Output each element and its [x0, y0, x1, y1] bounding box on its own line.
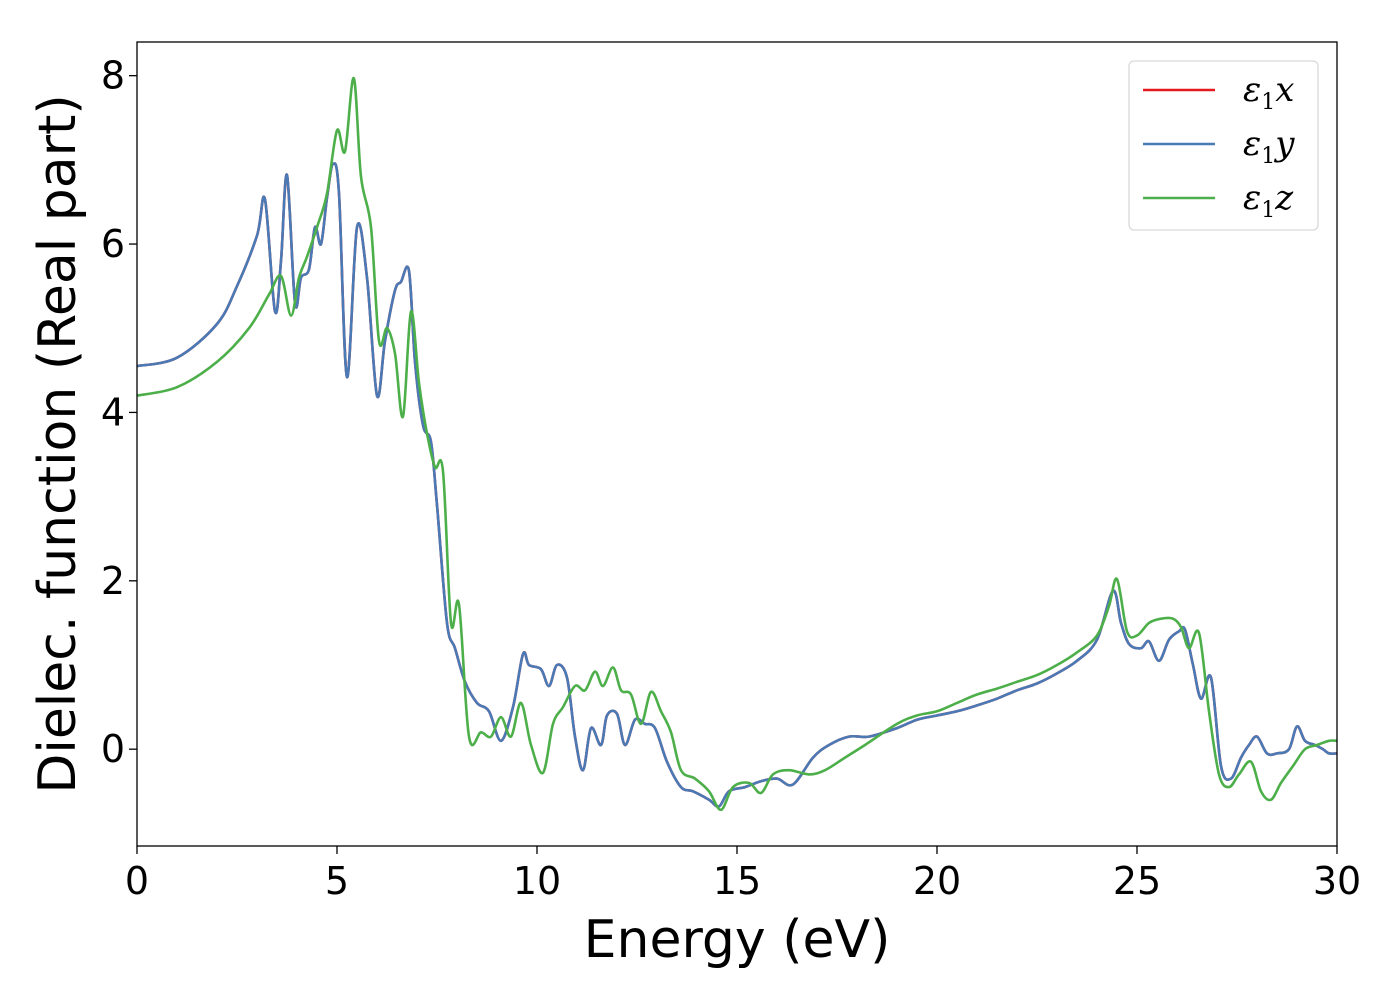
y-tick-label: 2 [101, 559, 125, 603]
legend: ε1x ε1y ε1z [1128, 60, 1319, 231]
x-axis-title: Energy (eV) [584, 910, 891, 970]
x-tick-label: 20 [913, 859, 961, 903]
x-tick-label: 15 [713, 859, 761, 903]
y-tick-label: 4 [101, 390, 125, 434]
x-axis: 0 5 10 15 20 25 30 [125, 846, 1361, 903]
legend-box [1128, 60, 1319, 231]
legend-label-y: ε1y [1243, 124, 1295, 169]
legend-label-x: ε1x [1243, 70, 1294, 115]
x-tick-label: 0 [125, 859, 149, 903]
x-tick-label: 30 [1313, 859, 1361, 903]
legend-label-z: ε1z [1243, 178, 1294, 223]
y-tick-label: 8 [101, 54, 125, 98]
y-tick-label: 6 [101, 222, 125, 266]
y-tick-label: 0 [101, 727, 125, 771]
x-tick-label: 25 [1113, 859, 1161, 903]
x-tick-label: 10 [513, 859, 561, 903]
series-lines [136, 76, 1338, 812]
y-axis-title: Dielec. function (Real part) [28, 94, 88, 793]
series-line-y [136, 162, 1338, 808]
x-tick-label: 5 [325, 859, 349, 903]
series-line-z [136, 76, 1338, 812]
y-axis: 0 2 4 6 8 [101, 54, 137, 771]
series-line-x [136, 162, 1338, 808]
